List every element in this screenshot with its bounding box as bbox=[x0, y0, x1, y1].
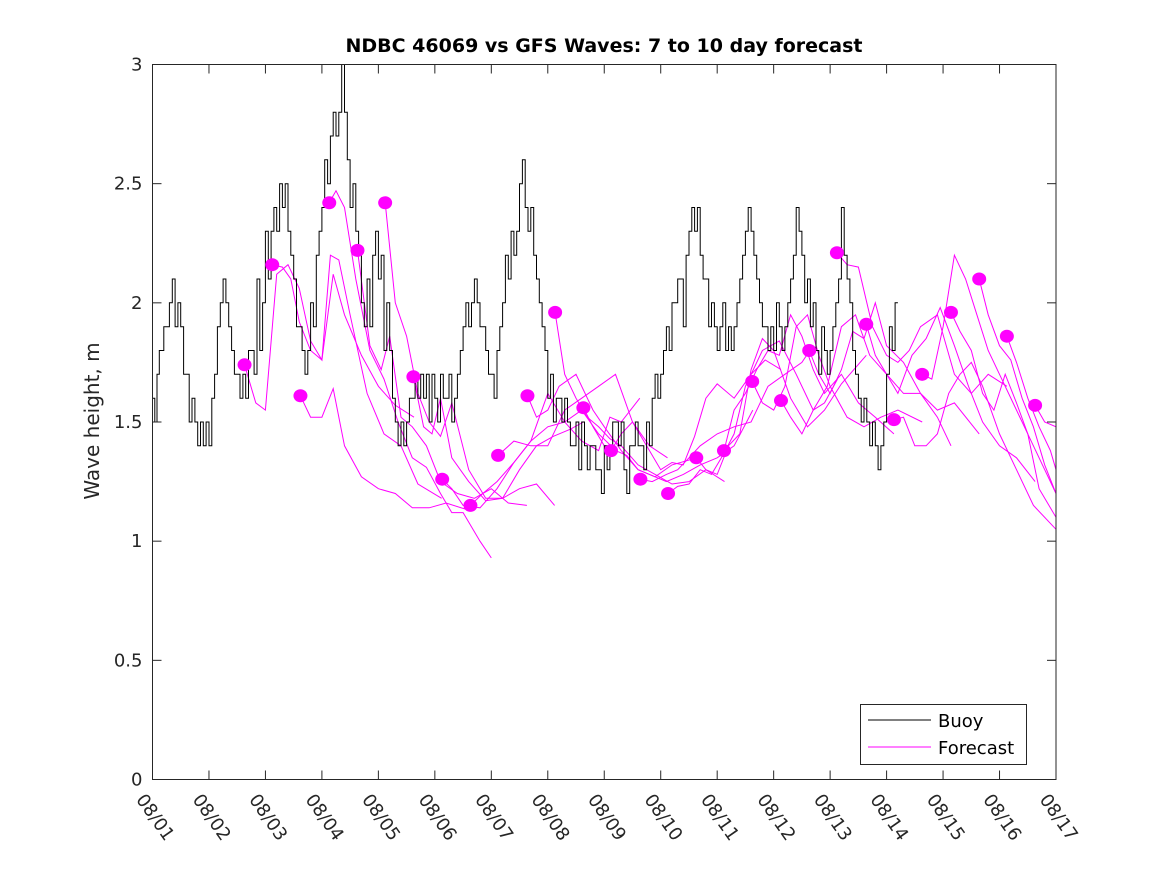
forecast-point bbox=[1028, 398, 1043, 412]
forecast-trace bbox=[357, 250, 527, 506]
forecast-lines bbox=[244, 189, 1056, 559]
y-axis-label: Wave height, m bbox=[80, 342, 104, 499]
forecast-point bbox=[859, 317, 874, 331]
forecast-point bbox=[716, 444, 731, 458]
y-tick-label: 1 bbox=[131, 531, 142, 552]
forecast-point bbox=[491, 448, 506, 462]
y-tick-label: 2.5 bbox=[114, 174, 143, 195]
forecast-point bbox=[886, 413, 901, 427]
forecast-point bbox=[915, 367, 930, 381]
forecast-trace bbox=[893, 361, 1056, 530]
legend: Buoy Forecast bbox=[860, 704, 1027, 765]
forecast-point bbox=[378, 196, 393, 210]
forecast-point bbox=[237, 358, 252, 372]
forecast-point bbox=[689, 451, 704, 465]
forecast-trace bbox=[667, 340, 838, 494]
forecast-trace bbox=[978, 278, 1056, 494]
forecast-point bbox=[265, 258, 280, 272]
y-tick-label: 1.5 bbox=[114, 412, 143, 433]
forecast-point bbox=[322, 196, 337, 210]
forecast-point bbox=[576, 401, 591, 415]
forecast-point bbox=[661, 487, 676, 500]
y-tick-label: 0.5 bbox=[114, 650, 143, 671]
forecast-point bbox=[633, 472, 648, 486]
forecast-point bbox=[463, 498, 478, 512]
y-tick-label: 2 bbox=[131, 293, 142, 314]
forecast-point bbox=[435, 472, 450, 486]
forecast-trace bbox=[723, 313, 895, 451]
forecast-trace bbox=[640, 350, 811, 483]
forecast-point bbox=[972, 272, 987, 286]
plot-area bbox=[152, 64, 1057, 780]
y-tick-label: 3 bbox=[131, 55, 142, 76]
forecast-trace bbox=[244, 263, 415, 418]
chart-title: NDBC 46069 vs GFS Waves: 7 to 10 day for… bbox=[345, 35, 862, 57]
forecast-point bbox=[406, 370, 421, 384]
forecast-point bbox=[604, 444, 619, 458]
forecast-point bbox=[293, 389, 308, 403]
forecast-trace bbox=[695, 337, 867, 476]
forecast-trace bbox=[299, 386, 469, 511]
legend-buoy-label: Buoy bbox=[938, 711, 984, 732]
buoy-line-group bbox=[152, 64, 898, 494]
legend-box bbox=[860, 704, 1027, 765]
forecast-trace bbox=[808, 301, 980, 435]
forecast-trace bbox=[328, 189, 492, 559]
y-axis: 0 0.5 1 1.5 2 2.5 3 bbox=[114, 55, 1056, 791]
forecast-point bbox=[802, 344, 817, 357]
forecast-trace bbox=[950, 312, 1056, 518]
forecast-dots bbox=[237, 196, 1043, 512]
forecast-point bbox=[745, 374, 760, 388]
y-tick-label: 0 bbox=[131, 770, 142, 791]
forecast-trace bbox=[921, 253, 1056, 494]
legend-forecast-label: Forecast bbox=[938, 738, 1014, 759]
forecast-point bbox=[999, 329, 1014, 343]
forecast-point bbox=[350, 243, 365, 257]
forecast-point bbox=[520, 389, 535, 403]
axes-background bbox=[152, 64, 1056, 780]
forecast-point bbox=[829, 246, 844, 260]
forecast-point bbox=[943, 305, 958, 319]
forecast-point bbox=[773, 394, 788, 408]
forecast-trace bbox=[1006, 336, 1056, 470]
forecast-point bbox=[548, 305, 563, 319]
forecast-trace bbox=[527, 373, 698, 478]
buoy-line bbox=[152, 64, 898, 494]
